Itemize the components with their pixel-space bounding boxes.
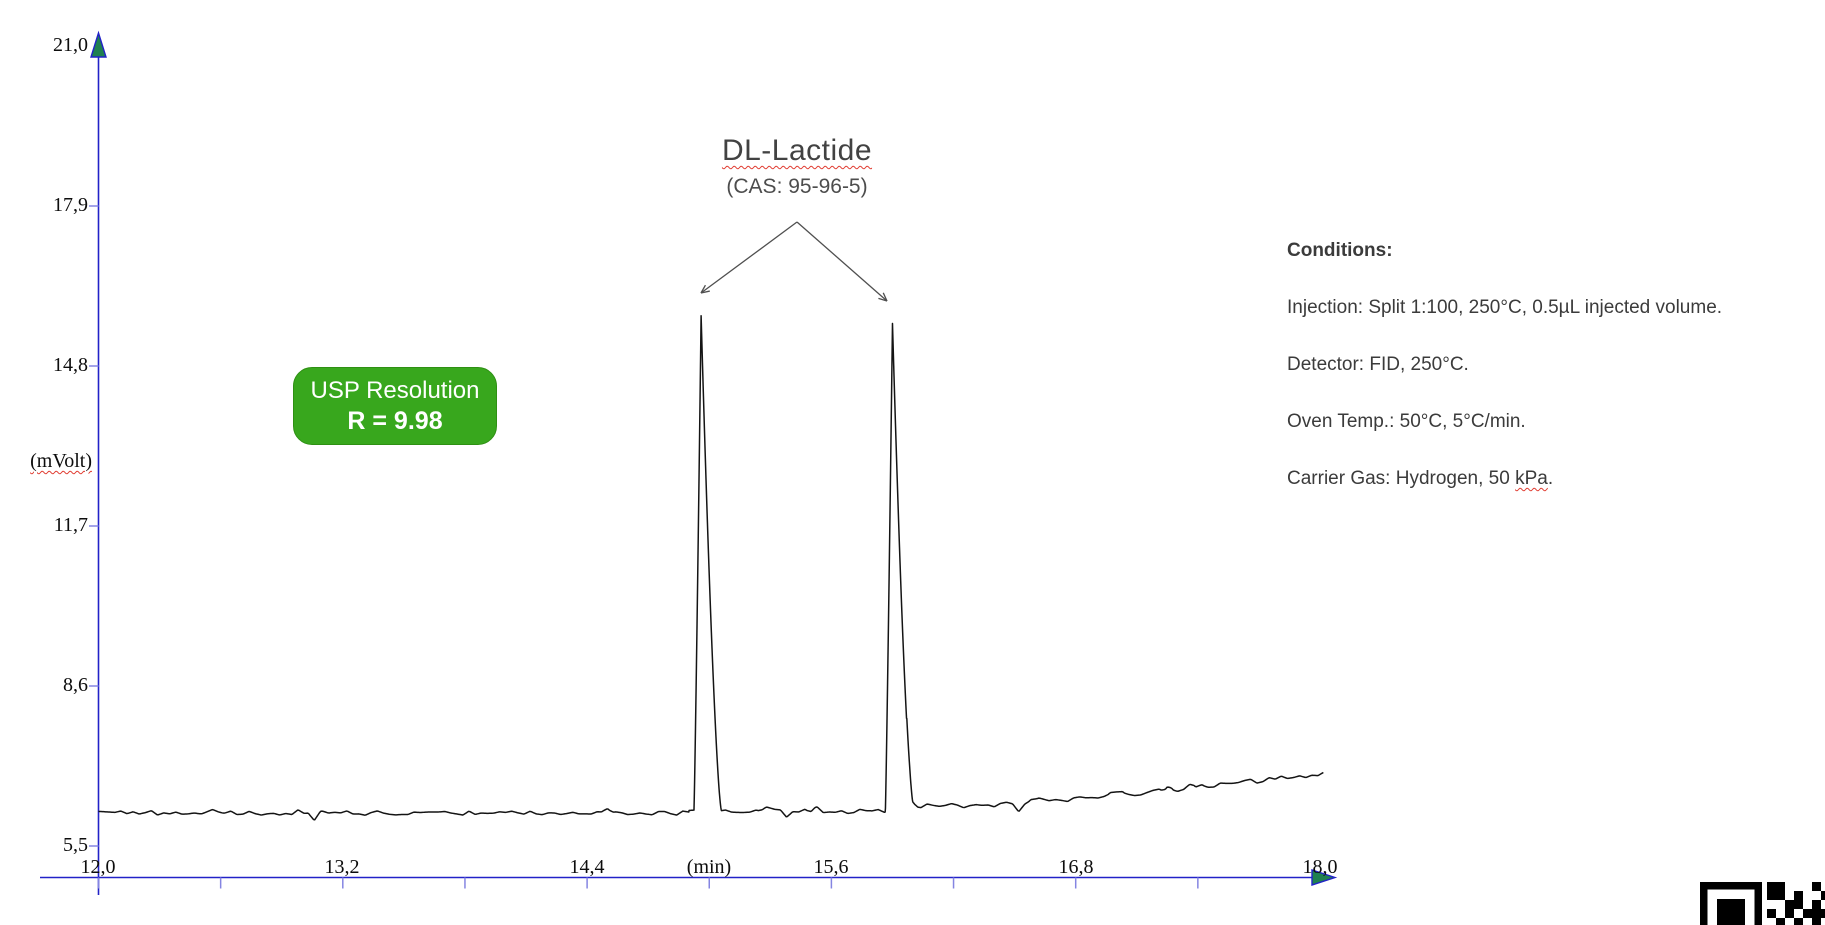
x-axis-tick-label: 13,2 [324,856,360,878]
usp-resolution-label: USP Resolution [310,377,480,404]
condition-detector: Detector: FID, 250°C. [1287,354,1469,375]
y-axis-tick-label: 21,0 [53,34,88,56]
x-axis-unit-label: (min) [686,856,732,878]
peak-annotation-block: DL-Lactide (CAS: 95-96-5) [640,134,954,199]
x-axis-tick-label: 15,6 [813,856,849,878]
usp-resolution-value: R = 9.98 [347,407,443,435]
y-axis-unit-label: (mVolt) [30,450,92,472]
condition-carrier-gas: Carrier Gas: Hydrogen, 50 kPa. [1287,468,1554,489]
y-axis-tick-label: 11,7 [53,514,88,536]
y-axis-tick-label: 14,8 [53,354,88,376]
condition-oven-temp: Oven Temp.: 50°C, 5°C/min. [1287,411,1526,432]
usp-resolution-badge: USP Resolution R = 9.98 [293,367,497,445]
x-axis-tick-label: 12,0 [80,856,116,878]
y-axis-tick-label: 5,5 [63,834,88,856]
x-axis-tick-label: 14,4 [569,856,605,878]
carrier-gas-unit: kPa [1515,468,1548,489]
conditions-heading: Conditions: [1287,240,1393,261]
compound-title: DL-Lactide [721,134,873,167]
conditions-block: Conditions: Injection: Split 1:100, 250°… [1287,239,1807,524]
y-axis-tick-label: 17,9 [53,194,88,216]
compound-cas-number: (CAS: 95-96-5) [726,175,868,198]
barcode-mark [1700,882,1825,925]
x-axis-tick-label: 18,0 [1302,856,1338,878]
condition-injection: Injection: Split 1:100, 250°C, 0.5µL inj… [1287,297,1723,318]
x-axis-tick-label: 16,8 [1058,856,1094,878]
y-axis-tick-label: 8,6 [63,674,88,696]
